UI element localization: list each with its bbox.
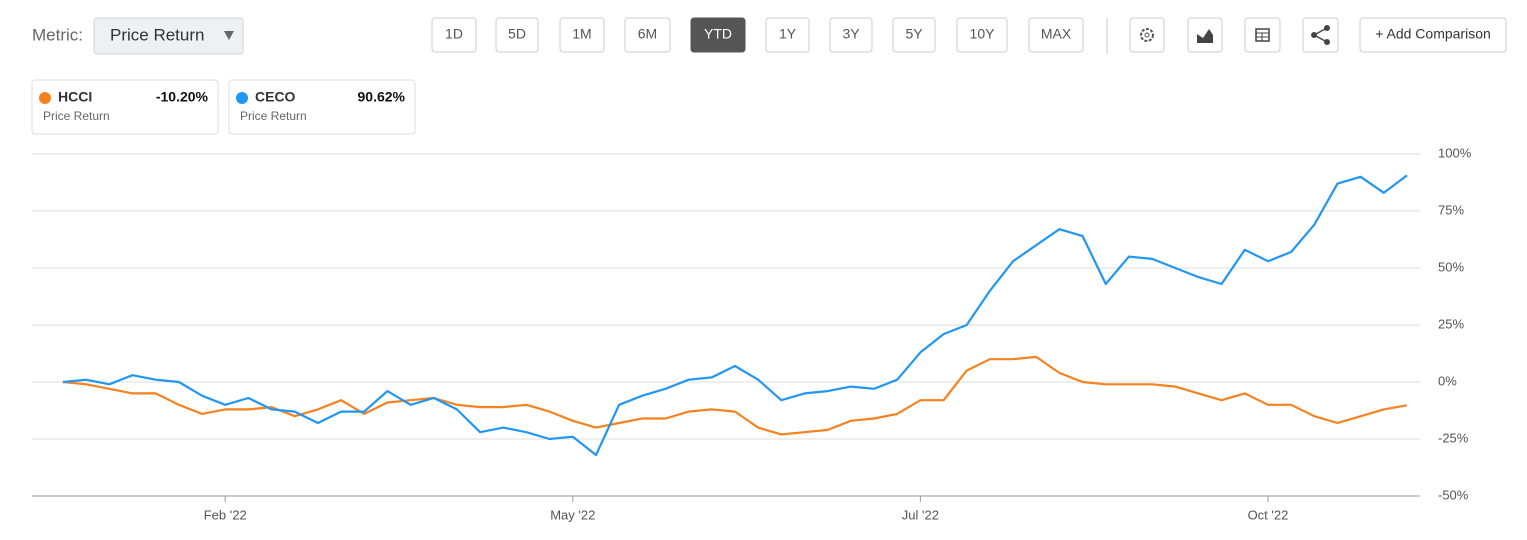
range-button-text[interactable]: 5D — [508, 26, 526, 42]
x-tick-label: May '22 — [550, 507, 595, 522]
dropdown-value[interactable]: Price Return — [110, 25, 204, 44]
x-tick-label: Oct '22 — [1248, 507, 1289, 522]
range-button-text[interactable]: 1Y — [779, 26, 797, 42]
legend-change: -10.20% — [156, 89, 209, 105]
dropdown-arrow[interactable] — [224, 31, 234, 40]
legend-change: 90.62% — [358, 89, 406, 105]
range-button-text[interactable]: 6M — [638, 26, 657, 42]
legend-metric: Price Return — [240, 109, 307, 123]
y-tick-label: 50% — [1438, 259, 1464, 274]
legend-card-box — [31, 79, 219, 135]
range-button-box[interactable] — [559, 17, 605, 53]
range-button[interactable]: YTD — [690, 17, 746, 53]
range-button[interactable]: 1Y — [765, 17, 810, 53]
y-tick-label: 0% — [1438, 373, 1457, 388]
range-button[interactable]: 6M — [624, 17, 671, 53]
x-tick-label: Feb '22 — [204, 507, 247, 522]
range-button-box[interactable] — [765, 17, 810, 53]
legend-dot — [236, 92, 248, 104]
range-button-text[interactable]: 3Y — [842, 26, 860, 42]
table-button[interactable] — [1244, 17, 1281, 53]
metric-dropdown[interactable]: Price Return — [93, 17, 244, 55]
range-button-box[interactable] — [829, 17, 873, 53]
chart-type-button[interactable] — [1187, 17, 1223, 53]
series-line — [62, 355, 1408, 436]
range-button[interactable]: 5Y — [892, 17, 936, 53]
range-button-text[interactable]: 1D — [445, 26, 463, 42]
range-button-box[interactable] — [624, 17, 671, 53]
range-button[interactable]: 1D — [431, 17, 477, 53]
x-tick-label: Jul '22 — [902, 507, 939, 522]
legend-dot — [39, 92, 51, 104]
range-button-text[interactable]: 5Y — [905, 26, 923, 42]
y-tick-label: -50% — [1438, 487, 1469, 502]
add-comparison-button[interactable]: + Add Comparison — [1359, 17, 1507, 53]
legend-name: HCCI — [58, 89, 92, 105]
range-button-box[interactable] — [690, 17, 746, 53]
add-comparison-text[interactable]: + Add Comparison — [1375, 26, 1491, 42]
legend-metric: Price Return — [43, 109, 110, 123]
y-tick-label: 100% — [1438, 145, 1472, 160]
legend-card: HCCI -10.20% Price Return — [31, 79, 219, 135]
range-button-box[interactable] — [495, 17, 539, 53]
range-button-box[interactable] — [956, 17, 1008, 53]
range-button[interactable]: MAX — [1028, 17, 1084, 53]
legend-card-box — [228, 79, 416, 135]
y-tick-label: 75% — [1438, 202, 1464, 217]
range-button-text[interactable]: MAX — [1041, 26, 1072, 42]
range-button[interactable]: 5D — [495, 17, 539, 53]
y-tick-label: 25% — [1438, 316, 1464, 331]
legend-name: CECO — [255, 89, 296, 105]
range-button-box[interactable] — [431, 17, 477, 53]
range-button[interactable]: 10Y — [956, 17, 1008, 53]
dropdown-box[interactable] — [93, 17, 244, 55]
range-button-box[interactable] — [892, 17, 936, 53]
range-button-text[interactable]: YTD — [704, 26, 732, 42]
range-button-text[interactable]: 1M — [572, 26, 591, 42]
metric-label: Metric: — [32, 25, 83, 44]
range-button[interactable]: 1M — [559, 17, 605, 53]
series-line — [62, 174, 1408, 457]
y-tick-label: -25% — [1438, 430, 1469, 445]
settings-button[interactable] — [1129, 17, 1165, 53]
range-button-box[interactable] — [1028, 17, 1084, 53]
share-button[interactable] — [1302, 17, 1339, 53]
legend-card: CECO 90.62% Price Return — [228, 79, 416, 135]
range-button-text[interactable]: 10Y — [970, 26, 996, 42]
range-button[interactable]: 3Y — [829, 17, 873, 53]
